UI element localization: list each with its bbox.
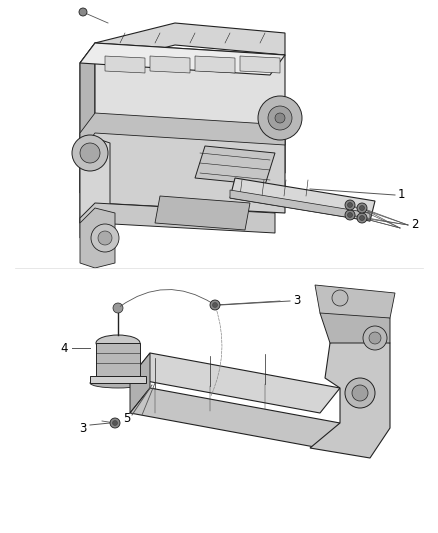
Circle shape bbox=[347, 203, 353, 207]
Text: 4: 4 bbox=[60, 342, 68, 354]
Polygon shape bbox=[310, 333, 390, 458]
Circle shape bbox=[347, 213, 353, 217]
Text: 2: 2 bbox=[411, 219, 418, 231]
Ellipse shape bbox=[90, 378, 146, 388]
Circle shape bbox=[80, 143, 100, 163]
Ellipse shape bbox=[96, 335, 140, 351]
Polygon shape bbox=[130, 353, 150, 413]
Polygon shape bbox=[130, 388, 340, 448]
Circle shape bbox=[268, 106, 292, 130]
Polygon shape bbox=[105, 56, 145, 73]
Polygon shape bbox=[80, 203, 275, 238]
Circle shape bbox=[345, 200, 355, 210]
Circle shape bbox=[369, 332, 381, 344]
Polygon shape bbox=[240, 56, 280, 73]
Polygon shape bbox=[80, 208, 115, 268]
Circle shape bbox=[360, 206, 364, 211]
Circle shape bbox=[98, 231, 112, 245]
Circle shape bbox=[113, 421, 117, 425]
Polygon shape bbox=[155, 196, 250, 230]
Circle shape bbox=[345, 210, 355, 220]
Circle shape bbox=[332, 290, 348, 306]
Circle shape bbox=[258, 96, 302, 140]
Circle shape bbox=[357, 203, 367, 213]
Circle shape bbox=[210, 300, 220, 310]
Polygon shape bbox=[150, 56, 190, 73]
Polygon shape bbox=[130, 353, 340, 413]
Text: 1: 1 bbox=[398, 189, 406, 201]
Polygon shape bbox=[195, 146, 275, 185]
Circle shape bbox=[212, 303, 218, 308]
Circle shape bbox=[352, 385, 368, 401]
Polygon shape bbox=[80, 138, 110, 228]
Polygon shape bbox=[96, 343, 140, 376]
Polygon shape bbox=[230, 190, 370, 221]
Polygon shape bbox=[320, 303, 390, 343]
Text: 3: 3 bbox=[293, 295, 300, 308]
Circle shape bbox=[72, 135, 108, 171]
Polygon shape bbox=[315, 285, 395, 318]
Polygon shape bbox=[230, 178, 375, 221]
Polygon shape bbox=[80, 113, 285, 153]
Circle shape bbox=[91, 224, 119, 252]
Text: 3: 3 bbox=[80, 422, 87, 434]
Text: 5: 5 bbox=[123, 411, 130, 424]
Circle shape bbox=[360, 215, 364, 221]
Polygon shape bbox=[80, 43, 285, 75]
Polygon shape bbox=[195, 56, 235, 73]
Polygon shape bbox=[95, 23, 285, 65]
Polygon shape bbox=[80, 123, 285, 223]
Polygon shape bbox=[90, 376, 146, 383]
Circle shape bbox=[110, 418, 120, 428]
Circle shape bbox=[345, 378, 375, 408]
Circle shape bbox=[363, 326, 387, 350]
Circle shape bbox=[113, 303, 123, 313]
Polygon shape bbox=[80, 43, 95, 193]
Circle shape bbox=[79, 8, 87, 16]
Polygon shape bbox=[80, 43, 95, 143]
Circle shape bbox=[275, 113, 285, 123]
Polygon shape bbox=[95, 43, 285, 173]
Circle shape bbox=[357, 213, 367, 223]
